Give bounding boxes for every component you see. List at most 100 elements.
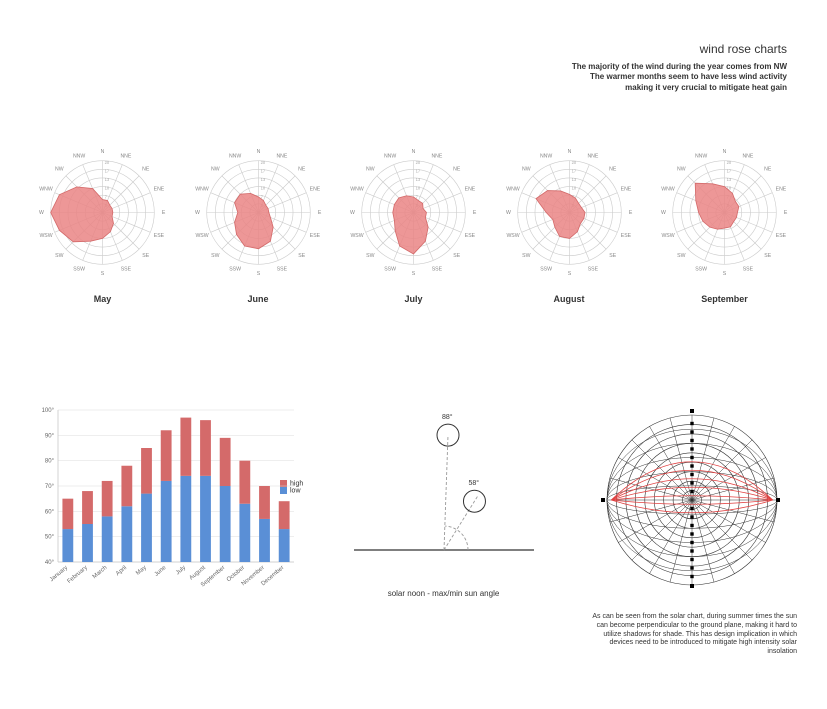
svg-text:W: W [505, 210, 510, 216]
svg-text:20: 20 [105, 160, 110, 165]
svg-text:NE: NE [142, 167, 150, 173]
svg-text:NNW: NNW [539, 153, 551, 159]
svg-text:100°: 100° [42, 408, 55, 414]
svg-text:ENE: ENE [309, 186, 320, 192]
svg-text:S: S [412, 271, 416, 277]
svg-text:NNE: NNE [120, 153, 131, 159]
wind-rose-may: NNNENEENEEESESESSESSSWSWWSWWWNWNWNNW3710… [30, 140, 175, 304]
svg-text:SSW: SSW [384, 266, 396, 272]
svg-text:WSW: WSW [661, 233, 674, 239]
svg-text:10: 10 [105, 186, 110, 191]
subtitle-line3: making it very crucial to mitigate heat … [572, 83, 787, 93]
svg-text:N: N [101, 149, 105, 155]
svg-text:SSE: SSE [432, 266, 443, 272]
svg-text:WNW: WNW [661, 186, 675, 192]
svg-text:SSE: SSE [743, 266, 754, 272]
svg-text:WSW: WSW [350, 233, 363, 239]
month-label: June [186, 294, 331, 304]
svg-text:10: 10 [260, 186, 265, 191]
svg-text:NNW: NNW [695, 153, 707, 159]
svg-text:ESE: ESE [309, 233, 320, 239]
svg-text:17: 17 [727, 168, 732, 173]
svg-text:SE: SE [142, 253, 149, 259]
svg-text:SSE: SSE [276, 266, 287, 272]
month-label: May [30, 294, 175, 304]
svg-text:NW: NW [210, 167, 219, 173]
svg-text:S: S [256, 271, 260, 277]
svg-text:ESE: ESE [154, 233, 165, 239]
svg-text:S: S [101, 271, 105, 277]
svg-text:E: E [473, 210, 477, 216]
svg-text:WNW: WNW [350, 186, 364, 192]
temperature-barchart: 40°50°60°70°80°90°100°JanuaryFebruaryMar… [30, 400, 300, 657]
svg-text:WSW: WSW [195, 233, 208, 239]
svg-text:March: March [92, 565, 109, 580]
svg-text:17: 17 [416, 168, 421, 173]
svg-text:60°: 60° [45, 509, 55, 515]
svg-text:17: 17 [105, 168, 110, 173]
svg-text:NNE: NNE [431, 153, 442, 159]
svg-text:58°: 58° [468, 479, 479, 487]
svg-text:40°: 40° [45, 560, 55, 566]
svg-text:S: S [723, 271, 727, 277]
svg-text:N: N [723, 149, 727, 155]
svg-text:ESE: ESE [465, 233, 476, 239]
month-label: July [341, 294, 486, 304]
svg-text:ENE: ENE [620, 186, 631, 192]
svg-text:10: 10 [571, 186, 576, 191]
svg-text:SSE: SSE [587, 266, 598, 272]
svg-text:N: N [412, 149, 416, 155]
svg-text:13: 13 [571, 177, 576, 182]
svg-text:SSW: SSW [229, 266, 241, 272]
svg-text:20: 20 [727, 160, 732, 165]
svg-text:NE: NE [764, 167, 772, 173]
svg-text:20: 20 [260, 160, 265, 165]
svg-text:E: E [162, 210, 166, 216]
svg-text:WSW: WSW [506, 233, 519, 239]
solar-chart-caption: As can be seen from the solar chart, dur… [587, 613, 797, 657]
svg-text:NW: NW [521, 167, 530, 173]
title-block: wind rose charts The majority of the win… [572, 42, 787, 93]
solar-chart: As can be seen from the solar chart, dur… [587, 400, 797, 657]
svg-text:SE: SE [453, 253, 460, 259]
svg-text:NW: NW [55, 167, 64, 173]
svg-text:ENE: ENE [465, 186, 476, 192]
svg-text:SSW: SSW [695, 266, 707, 272]
svg-text:E: E [784, 210, 788, 216]
svg-text:NW: NW [366, 167, 375, 173]
svg-text:NW: NW [677, 167, 686, 173]
wind-rose-august: NNNENEENEEESESESSESSSWSWWSWWWNWNWNNW3710… [497, 140, 642, 304]
month-label: August [497, 294, 642, 304]
bottom-row: 40°50°60°70°80°90°100°JanuaryFebruaryMar… [30, 400, 797, 657]
svg-text:NNE: NNE [276, 153, 287, 159]
svg-text:February: February [67, 565, 89, 585]
svg-text:August: August [189, 565, 207, 582]
svg-text:NE: NE [609, 167, 617, 173]
svg-text:ESE: ESE [620, 233, 631, 239]
svg-text:NNW: NNW [73, 153, 85, 159]
svg-text:ENE: ENE [154, 186, 165, 192]
svg-text:S: S [567, 271, 571, 277]
svg-text:W: W [350, 210, 355, 216]
month-label: September [652, 294, 797, 304]
svg-text:SW: SW [211, 253, 219, 259]
svg-text:90°: 90° [45, 433, 55, 439]
svg-text:W: W [39, 210, 44, 216]
svg-text:SW: SW [366, 253, 374, 259]
svg-text:SSE: SSE [121, 266, 132, 272]
svg-text:17: 17 [571, 168, 576, 173]
svg-text:NNW: NNW [228, 153, 240, 159]
svg-text:88°: 88° [442, 413, 453, 421]
page-title: wind rose charts [572, 42, 787, 56]
svg-text:NNE: NNE [587, 153, 598, 159]
svg-text:May: May [135, 565, 148, 577]
svg-text:SW: SW [522, 253, 530, 259]
svg-text:WSW: WSW [39, 233, 52, 239]
svg-text:W: W [194, 210, 199, 216]
svg-text:WNW: WNW [39, 186, 53, 192]
svg-text:20: 20 [571, 160, 576, 165]
wind-rose-row: NNNENEENEEESESESSESSSWSWWSWWWNWNWNNW3710… [30, 140, 797, 304]
svg-text:NE: NE [298, 167, 306, 173]
svg-text:80°: 80° [45, 459, 55, 465]
sun-angle-diagram: 58°88° solar noon - max/min sun angle [334, 400, 554, 657]
